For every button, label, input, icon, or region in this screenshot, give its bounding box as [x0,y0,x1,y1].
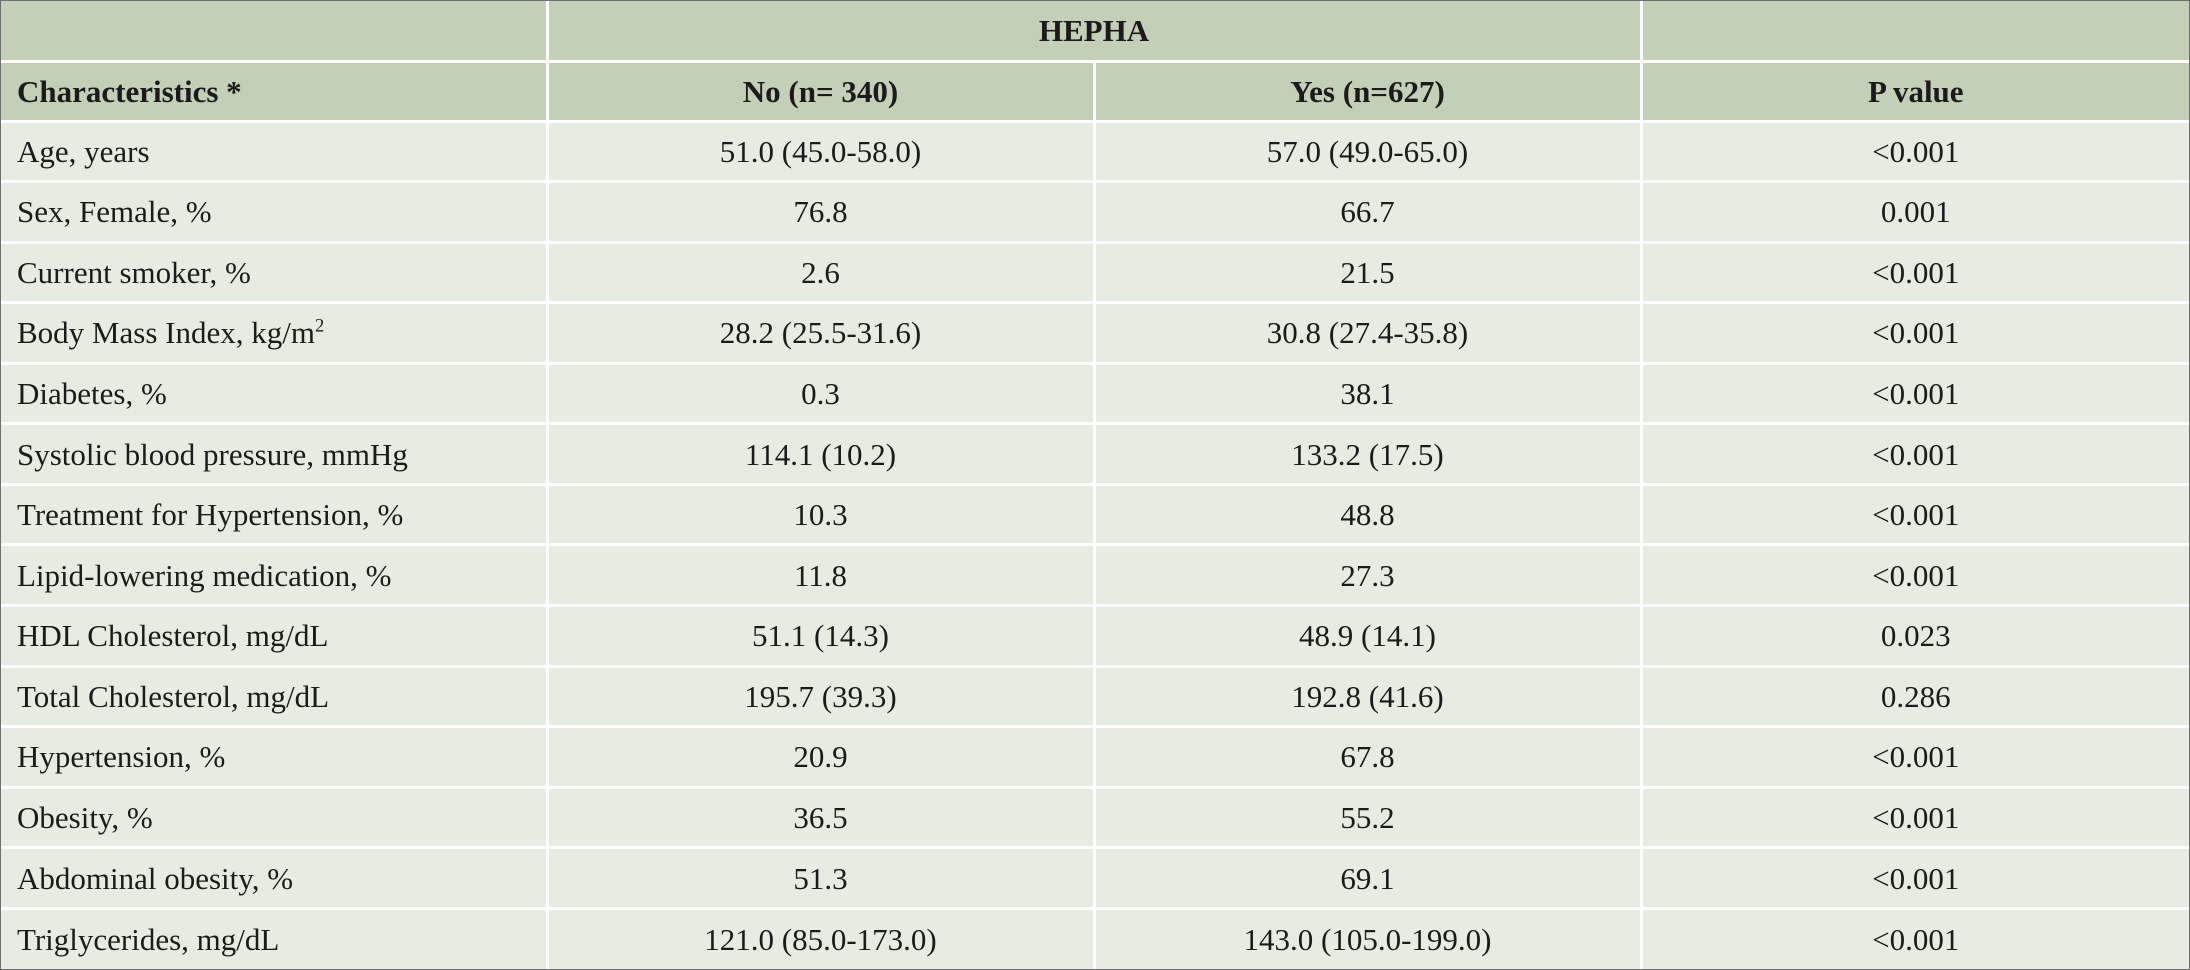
row-label: Total Cholesterol, mg/dL [17,678,330,714]
row-label-cell: Age, years [1,121,549,184]
row-label: Body Mass Index, kg/m [17,315,315,351]
row-label: Treatment for Hypertension, % [17,497,404,533]
table-row: Total Cholesterol, mg/dL 195.7 (39.3) 192.… [1,666,2190,729]
yes-value-cell: 192.8 (41.6) [1094,666,1643,729]
row-label: Current smoker, % [17,254,251,290]
row-label: HDL Cholesterol, mg/dL [17,618,329,654]
yes-value-cell: 143.0 (105.0-199.0) [1094,908,1643,969]
no-value-cell: 51.0 (45.0-58.0) [547,121,1096,184]
p-value-cell: <0.001 [1641,484,2190,547]
p-value-cell: 0.001 [1641,181,2190,244]
column-header-yes: Yes (n=627) [1094,61,1643,123]
no-value-cell: 114.1 (10.2) [547,423,1096,486]
p-value-cell: <0.001 [1641,242,2190,305]
no-value-cell: 51.3 [547,847,1096,910]
row-label: Hypertension, % [17,739,226,775]
no-value-cell: 20.9 [547,726,1096,789]
table-row: Treatment for Hypertension, % 10.3 48.8 <0.… [1,484,2190,547]
p-value-cell: <0.001 [1641,847,2190,910]
row-label: Age, years [17,133,150,169]
yes-value-cell: 48.8 [1094,484,1643,547]
row-label-cell: HDL Cholesterol, mg/dL [1,605,549,668]
p-value-cell: 0.023 [1641,605,2190,668]
table-row: Hypertension, % 20.9 67.8 <0.001 [1,726,2190,789]
row-label-cell: Obesity, % [1,787,549,850]
table-header: HEPHA Characteristics * No (n= 340) Yes … [1,1,2190,123]
row-label: Triglycerides, mg/dL [17,921,280,957]
row-label: Sex, Female, % [17,194,212,230]
table-row: Diabetes, % 0.3 38.1 <0.001 [1,363,2190,426]
no-value-cell: 11.8 [547,544,1096,607]
yes-value-cell: 21.5 [1094,242,1643,305]
row-label-cell: Diabetes, % [1,363,549,426]
row-label-superscript: 2 [314,316,325,338]
yes-value-cell: 66.7 [1094,181,1643,244]
yes-value-cell: 48.9 (14.1) [1094,605,1643,668]
row-label-cell: Systolic blood pressure, mmHg [1,423,549,486]
yes-value-cell: 38.1 [1094,363,1643,426]
p-value-cell: <0.001 [1641,726,2190,789]
row-label: Abdominal obesity, % [17,860,294,896]
table-row: HDL Cholesterol, mg/dL 51.1 (14.3) 48.9 (1… [1,605,2190,668]
table-row: Abdominal obesity, % 51.3 69.1 <0.001 [1,847,2190,910]
no-value-cell: 121.0 (85.0-173.0) [547,908,1096,969]
no-value-cell: 51.1 (14.3) [547,605,1096,668]
group-header-row: HEPHA [1,1,2190,63]
row-label-cell: Hypertension, % [1,726,549,789]
column-header-row: Characteristics * No (n= 340) Yes (n=627… [1,61,2190,123]
p-value-cell: <0.001 [1641,423,2190,486]
p-value-cell: <0.001 [1641,544,2190,607]
table-row: Age, years 51.0 (45.0-58.0) 57.0 (49.0-65.… [1,121,2190,184]
p-value-cell: <0.001 [1641,302,2190,365]
no-value-cell: 2.6 [547,242,1096,305]
row-label-cell: Sex, Female, % [1,181,549,244]
yes-value-cell: 69.1 [1094,847,1643,910]
row-label-cell: Current smoker, % [1,242,549,305]
no-value-cell: 195.7 (39.3) [547,666,1096,729]
no-value-cell: 10.3 [547,484,1096,547]
yes-value-cell: 27.3 [1094,544,1643,607]
table-row: Systolic blood pressure, mmHg 114.1 (10.2… [1,423,2190,486]
table-row: Lipid-lowering medication, % 11.8 27.3 <0.0… [1,544,2190,607]
p-value-cell: <0.001 [1641,363,2190,426]
table-row: Obesity, % 36.5 55.2 <0.001 [1,787,2190,850]
column-header-p-value: P value [1641,61,2190,123]
p-value-cell: <0.001 [1641,908,2190,969]
row-label-cell: Lipid-lowering medication, % [1,544,549,607]
no-value-cell: 0.3 [547,363,1096,426]
yes-value-cell: 30.8 (27.4-35.8) [1094,302,1643,365]
p-value-cell: <0.001 [1641,121,2190,184]
table-row: Current smoker, % 2.6 21.5 <0.001 [1,242,2190,305]
group-header-hepha: HEPHA [547,1,1643,63]
row-label-cell: Treatment for Hypertension, % [1,484,549,547]
row-label: Diabetes, % [17,376,167,412]
row-label-cell: Abdominal obesity, % [1,847,549,910]
no-value-cell: 28.2 (25.5-31.6) [547,302,1096,365]
group-header-empty-left [1,1,549,63]
no-value-cell: 36.5 [547,787,1096,850]
p-value-cell: 0.286 [1641,666,2190,729]
row-label-cell: Total Cholesterol, mg/dL [1,666,549,729]
table-row: Sex, Female, % 76.8 66.7 0.001 [1,181,2190,244]
yes-value-cell: 55.2 [1094,787,1643,850]
row-label: Lipid-lowering medication, % [17,557,392,593]
yes-value-cell: 57.0 (49.0-65.0) [1094,121,1643,184]
row-label: Systolic blood pressure, mmHg [17,436,408,472]
group-header-empty-right [1641,1,2190,63]
yes-value-cell: 133.2 (17.5) [1094,423,1643,486]
row-label-cell: Body Mass Index, kg/m2 [1,302,549,365]
row-label: Obesity, % [17,799,153,835]
table-row: Triglycerides, mg/dL 121.0 (85.0-173.0) 14… [1,908,2190,969]
column-header-characteristics: Characteristics * [1,61,549,123]
yes-value-cell: 67.8 [1094,726,1643,789]
column-header-no: No (n= 340) [547,61,1096,123]
row-label-cell: Triglycerides, mg/dL [1,908,549,969]
table-row: Body Mass Index, kg/m2 28.2 (25.5-31.6) 30… [1,302,2190,365]
table-body: Age, years 51.0 (45.0-58.0) 57.0 (49.0-65.… [1,121,2190,969]
p-value-cell: <0.001 [1641,787,2190,850]
no-value-cell: 76.8 [547,181,1096,244]
